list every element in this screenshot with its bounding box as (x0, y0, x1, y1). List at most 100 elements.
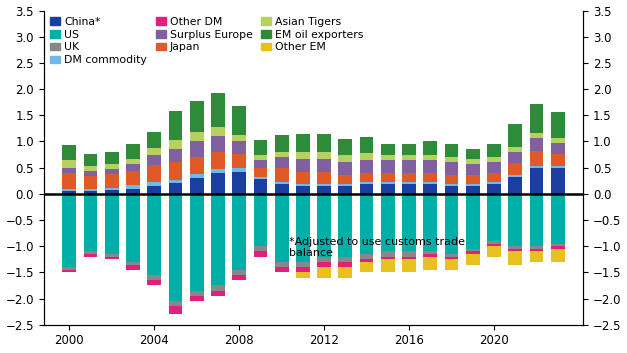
Bar (169, 162, 182, 180)
Bar (381, 251, 395, 257)
Bar (423, 257, 437, 270)
Bar (423, 173, 437, 182)
Bar (190, 132, 204, 142)
Bar (232, 154, 246, 168)
Bar (232, 270, 246, 275)
Bar (211, 93, 225, 127)
Bar (211, 173, 225, 194)
Bar (551, 194, 565, 244)
Bar (402, 182, 416, 184)
Bar (211, 194, 225, 286)
Bar (317, 257, 331, 262)
Bar (105, 194, 119, 254)
Bar (487, 144, 501, 157)
Bar (381, 259, 395, 273)
Bar (423, 182, 437, 184)
Bar (530, 168, 544, 194)
Bar (190, 178, 204, 194)
Bar (551, 246, 565, 249)
Bar (253, 251, 267, 257)
Bar (253, 168, 267, 177)
Bar (423, 160, 437, 173)
Bar (83, 254, 97, 257)
Bar (62, 267, 76, 270)
Bar (105, 190, 119, 194)
Bar (253, 179, 267, 194)
Bar (445, 254, 458, 257)
Bar (487, 246, 501, 257)
Bar (147, 155, 161, 165)
Bar (339, 194, 352, 257)
Bar (381, 144, 395, 155)
Bar (339, 184, 352, 186)
Bar (190, 194, 204, 291)
Bar (126, 185, 140, 189)
Bar (402, 259, 416, 273)
Bar (445, 259, 458, 270)
Bar (466, 186, 480, 194)
Bar (360, 194, 374, 254)
Bar (530, 249, 544, 251)
Legend: China*, US, UK, DM commodity, Other DM, Surplus Europe, Japan, Asian Tigers, EM : China*, US, UK, DM commodity, Other DM, … (49, 16, 365, 66)
Bar (360, 262, 374, 273)
Bar (169, 180, 182, 183)
Bar (508, 251, 522, 264)
Bar (211, 286, 225, 291)
Bar (381, 194, 395, 251)
Bar (253, 155, 267, 160)
Bar (232, 134, 246, 142)
Bar (445, 162, 458, 175)
Bar (402, 173, 416, 182)
Bar (466, 164, 480, 175)
Bar (551, 166, 565, 168)
Bar (508, 249, 522, 251)
Bar (530, 194, 544, 246)
Bar (423, 251, 437, 254)
Bar (147, 132, 161, 148)
Bar (317, 267, 331, 277)
Bar (232, 275, 246, 280)
Bar (126, 164, 140, 171)
Bar (360, 160, 374, 173)
Bar (339, 162, 352, 175)
Bar (381, 257, 395, 259)
Bar (381, 173, 395, 182)
Bar (551, 143, 565, 154)
Bar (126, 144, 140, 159)
Bar (317, 184, 331, 186)
Bar (275, 157, 288, 168)
Bar (466, 194, 480, 249)
Bar (169, 301, 182, 306)
Bar (147, 165, 161, 182)
Bar (275, 184, 288, 194)
Bar (360, 173, 374, 182)
Bar (126, 189, 140, 194)
Bar (530, 151, 544, 166)
Bar (169, 140, 182, 149)
Bar (296, 262, 310, 267)
Bar (423, 155, 437, 160)
Bar (317, 186, 331, 194)
Bar (211, 291, 225, 296)
Bar (339, 175, 352, 184)
Bar (402, 194, 416, 251)
Bar (126, 262, 140, 264)
Bar (445, 157, 458, 162)
Bar (232, 142, 246, 154)
Bar (317, 172, 331, 184)
Bar (296, 184, 310, 186)
Bar (275, 194, 288, 262)
Bar (147, 186, 161, 194)
Bar (487, 244, 501, 246)
Bar (508, 152, 522, 163)
Bar (339, 155, 352, 162)
Bar (551, 168, 565, 194)
Bar (530, 246, 544, 249)
Bar (296, 134, 310, 152)
Bar (487, 241, 501, 244)
Bar (83, 176, 97, 189)
Bar (232, 194, 246, 270)
Bar (360, 137, 374, 153)
Bar (105, 169, 119, 174)
Bar (83, 194, 97, 251)
